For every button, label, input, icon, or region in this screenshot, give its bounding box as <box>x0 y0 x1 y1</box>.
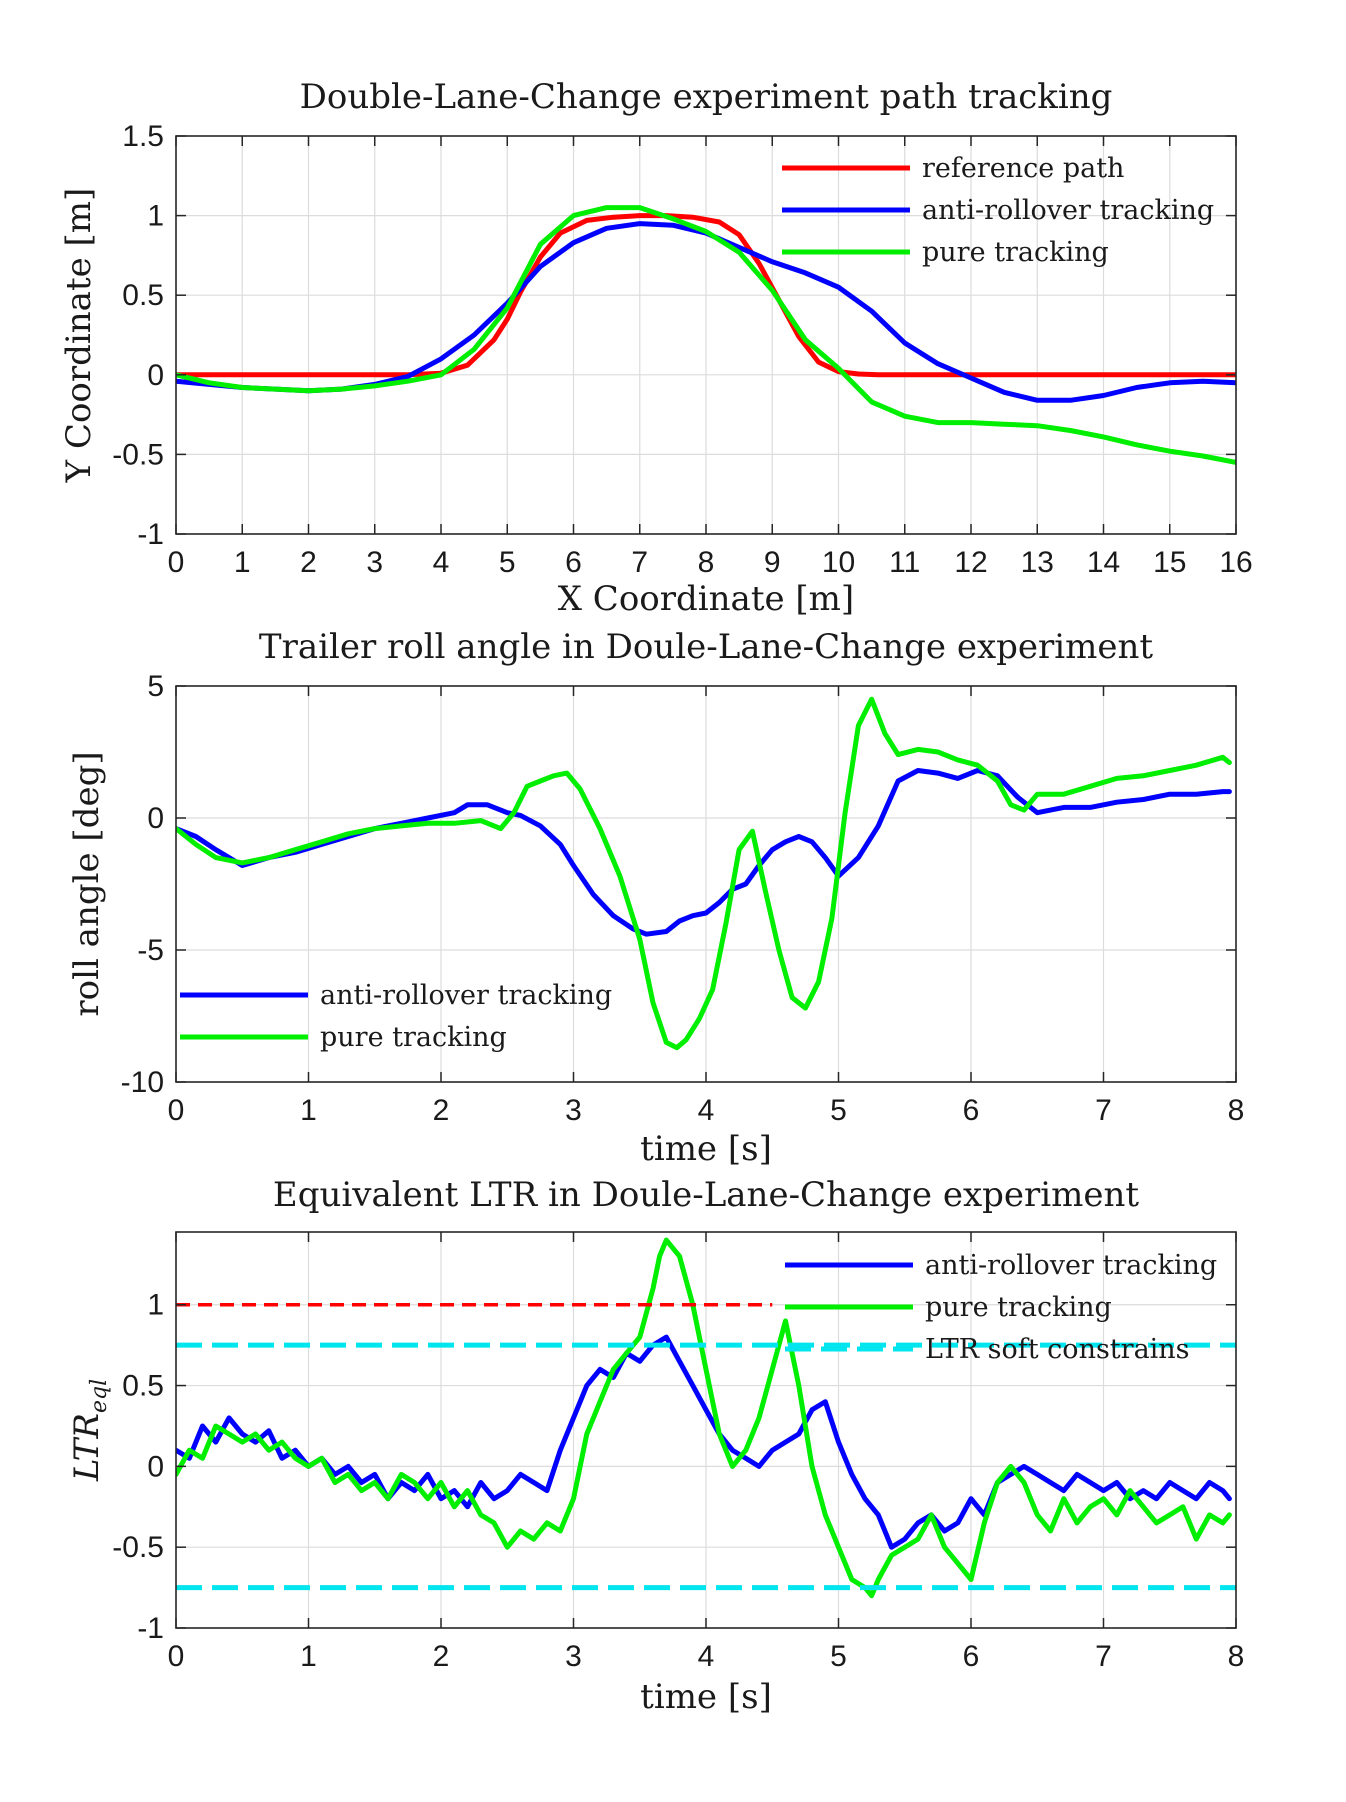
pure-tracking-series-line <box>176 205 1236 465</box>
chart-title: Equivalent LTR in Doule-Lane-Change expe… <box>273 1175 1139 1215</box>
y-axis-label-main: LTR <box>67 1413 107 1482</box>
x-tick-label: 8 <box>1228 1640 1245 1673</box>
legend: anti-rollover tracking pure tracking LTR s… <box>785 1250 1217 1365</box>
x-axis-label: X Coordinate [m] <box>558 579 854 619</box>
legend-label: pure tracking <box>925 1292 1112 1323</box>
y-tick-label: 1 <box>147 200 164 233</box>
chart-3: 0 1 2 3 4 5 6 7 8 -1 -0.5 0 0.5 1 Equivalent LTR in Do… <box>67 1175 1244 1717</box>
y-tick-label: 5 <box>147 670 164 703</box>
x-tick-label: 8 <box>1228 1094 1245 1127</box>
y-tick-label: 1 <box>147 1289 164 1322</box>
y-tick-label: 0 <box>147 1450 164 1483</box>
x-tick-label: 3 <box>366 546 383 579</box>
y-tick-label: 0.5 <box>122 1370 164 1403</box>
legend-label: anti-rollover tracking <box>922 195 1214 226</box>
legend-label: pure tracking <box>320 1022 507 1053</box>
x-tick-label: 2 <box>433 1094 450 1127</box>
x-tick-label: 2 <box>433 1640 450 1673</box>
legend-label: LTR soft constrains <box>925 1334 1190 1365</box>
y-axis-label: LTReql <box>67 1379 112 1482</box>
x-tick-label: 8 <box>698 546 715 579</box>
series-group <box>176 696 1232 1051</box>
y-tick-label: -1 <box>137 1612 164 1645</box>
y-axis-label: Y Coordinate [m] <box>59 188 99 484</box>
x-tick-label: 3 <box>565 1640 582 1673</box>
x-tick-label: 0 <box>168 546 185 579</box>
y-tick-label: 0.5 <box>122 279 164 312</box>
x-tick-label: 6 <box>565 546 582 579</box>
legend-label: reference path <box>922 153 1124 184</box>
legend: reference path anti-rollover tracking pure… <box>782 153 1214 268</box>
pure-tracking-series-line <box>176 696 1232 1051</box>
x-tick-label: 1 <box>300 1640 317 1673</box>
series-group <box>176 1237 1236 1599</box>
x-tick-label: 6 <box>963 1094 980 1127</box>
y-axis-label: roll angle [deg] <box>67 751 107 1016</box>
x-tick-label: 11 <box>889 546 920 579</box>
x-tick-label: 7 <box>631 546 648 579</box>
y-tick-label: -0.5 <box>112 438 164 471</box>
y-axis-label-subscript: eql <box>87 1379 112 1413</box>
x-tick-label: 6 <box>963 1640 980 1673</box>
y-tick-label: 0 <box>147 359 164 392</box>
x-tick-label: 3 <box>565 1094 582 1127</box>
x-tick-label: 5 <box>830 1640 847 1673</box>
legend-label: anti-rollover tracking <box>925 1250 1217 1281</box>
x-tick-label: 1 <box>234 546 251 579</box>
y-tick-label: -0.5 <box>112 1531 164 1564</box>
x-tick-label: 4 <box>698 1640 715 1673</box>
anti-rollover-tracking-series-line <box>176 768 1232 937</box>
x-tick-label: 2 <box>300 546 317 579</box>
y-tick-label: -1 <box>137 518 164 551</box>
x-tick-label: 4 <box>698 1094 715 1127</box>
chart-title: Double-Lane-Change experiment path track… <box>300 77 1113 117</box>
x-tick-label: 4 <box>433 546 450 579</box>
x-tick-label: 15 <box>1153 546 1186 579</box>
x-tick-label: 5 <box>830 1094 847 1127</box>
x-tick-label: 0 <box>168 1094 185 1127</box>
pure-tracking-series-line <box>176 1237 1232 1599</box>
anti-rollover-tracking-series-line <box>176 1334 1232 1550</box>
legend-label: anti-rollover tracking <box>320 980 612 1011</box>
legend-label: pure tracking <box>922 237 1109 268</box>
x-tick-label: 0 <box>168 1640 185 1673</box>
x-tick-label: 7 <box>1095 1094 1112 1127</box>
x-tick-label: 5 <box>499 546 516 579</box>
x-tick-label: 14 <box>1087 546 1120 579</box>
x-tick-label: 12 <box>954 546 987 579</box>
x-tick-label: 9 <box>764 546 781 579</box>
chart-2: 0 1 2 3 4 5 6 7 8 -10 -5 0 5 Trailer roll angle in Do… <box>67 627 1244 1169</box>
y-tick-label: 0 <box>147 802 164 835</box>
x-tick-label: 1 <box>300 1094 317 1127</box>
grid <box>176 136 1236 534</box>
y-tick-label: -10 <box>121 1066 164 1099</box>
x-tick-label: 10 <box>822 546 855 579</box>
y-tick-label: -5 <box>137 934 164 967</box>
reference-path-series-line <box>176 213 1236 378</box>
x-tick-label: 7 <box>1095 1640 1112 1673</box>
x-tick-label: 16 <box>1219 546 1252 579</box>
x-axis-label: time [s] <box>640 1129 772 1169</box>
chart-1: 0 1 2 3 4 5 6 7 8 9 10 11 12 13 14 15 16-1-0.500.511.5Do… <box>59 77 1253 619</box>
series-group <box>176 205 1236 465</box>
x-tick-label: 13 <box>1021 546 1054 579</box>
legend: anti-rollover tracking pure tracking <box>180 980 612 1053</box>
y-tick-label: 1.5 <box>122 120 164 153</box>
chart-title: Trailer roll angle in Doule-Lane-Change … <box>259 627 1154 667</box>
x-axis-label: time [s] <box>640 1677 772 1717</box>
